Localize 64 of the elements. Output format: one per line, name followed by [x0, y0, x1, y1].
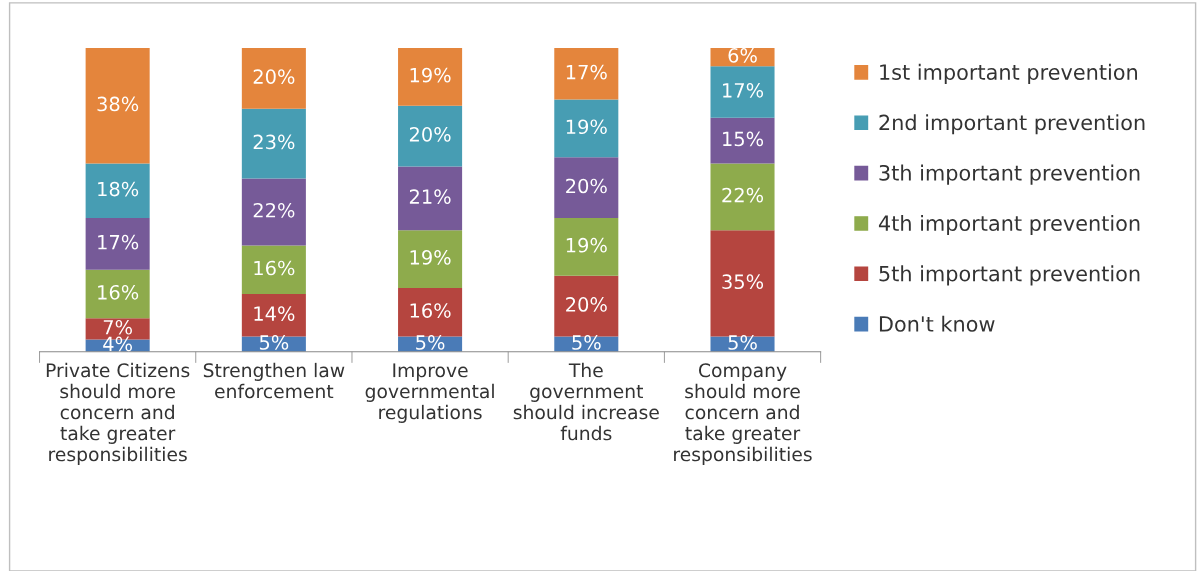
data-label: 19%: [566, 237, 607, 253]
x-tick-label: The government should increase funds: [513, 362, 659, 441]
legend-label: 5th important prevention: [879, 265, 1140, 286]
legend-label: 3th important prevention: [879, 164, 1140, 185]
bar: [554, 218, 619, 276]
data-label: 5%: [572, 335, 601, 350]
data-label: 35%: [722, 274, 764, 290]
bar: [398, 230, 463, 288]
bar: [554, 275, 619, 337]
bar: [241, 245, 306, 295]
data-label: 38%: [97, 96, 139, 112]
data-label: 7%: [103, 319, 132, 335]
data-label: 20%: [566, 178, 607, 194]
data-label: 6%: [728, 48, 757, 63]
bar: [85, 163, 150, 219]
data-label: 14%: [254, 306, 295, 321]
data-label: 5%: [259, 335, 289, 350]
bar: [554, 157, 619, 219]
data-label: 5%: [416, 335, 445, 350]
legend-label: 2nd important prevention: [879, 114, 1145, 135]
x-tick-label: Strengthen law enforcement: [203, 362, 345, 399]
legend-label: Don't know: [879, 315, 995, 332]
bar: [398, 47, 463, 106]
data-label: 19%: [410, 250, 451, 265]
data-label: 17%: [98, 234, 139, 250]
data-label: 17%: [566, 64, 607, 80]
bar: [85, 269, 150, 319]
data-label: 19%: [566, 119, 607, 135]
data-label: 4%: [103, 336, 132, 352]
bar: [398, 105, 463, 167]
bar: [554, 99, 619, 158]
data-label: 5%: [728, 335, 757, 350]
data-label: 22%: [253, 202, 295, 218]
data-label: 23%: [253, 134, 295, 150]
data-label: 15%: [723, 131, 764, 147]
data-label: 18%: [98, 181, 139, 197]
data-label: 20%: [566, 297, 607, 312]
bar: [241, 178, 306, 246]
legend-label: 4th important prevention: [878, 214, 1140, 236]
bar: [710, 117, 775, 164]
x-tick-label: Private Citizens should more concern and take greater responsibilities: [46, 362, 190, 465]
bar: [241, 47, 306, 109]
bar: [85, 47, 150, 164]
bar: [710, 66, 775, 118]
bar: [710, 163, 775, 231]
bar: [554, 47, 619, 100]
data-label: 20%: [409, 126, 451, 142]
x-tick-label: Company should more concern and take greater responsibilities: [674, 363, 812, 465]
data-label: 16%: [254, 260, 295, 276]
bar: [241, 108, 306, 179]
data-label: 16%: [410, 303, 451, 318]
data-label: 17%: [723, 82, 764, 98]
bar: [398, 287, 463, 337]
x-tick-label: Improve governmental regulations: [365, 363, 494, 423]
bar: [710, 230, 775, 337]
data-label: 22%: [722, 187, 764, 203]
bar: [85, 218, 150, 270]
data-label: 19%: [410, 67, 451, 83]
data-label: 20%: [253, 69, 295, 84]
bar: [241, 294, 306, 337]
bar: [398, 166, 463, 231]
legend-label: 1st important prevention: [880, 63, 1137, 84]
data-label: 21%: [409, 189, 451, 204]
data-label: 16%: [98, 284, 139, 300]
